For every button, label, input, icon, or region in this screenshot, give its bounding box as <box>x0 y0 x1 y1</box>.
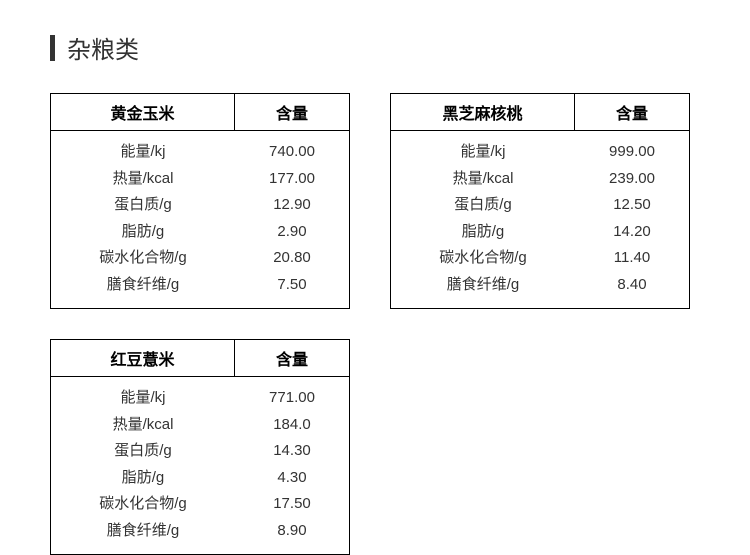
row-label: 能量/kj <box>51 139 235 166</box>
row-value: 999.00 <box>575 139 689 166</box>
row-label: 热量/kcal <box>51 166 235 193</box>
table-header-name: 黑芝麻核桃 <box>391 94 575 130</box>
row-label: 脂肪/g <box>51 465 235 492</box>
row-label: 脂肪/g <box>391 219 575 246</box>
table-row: 蛋白质/g 12.90 <box>51 192 349 219</box>
row-value: 12.90 <box>235 192 349 219</box>
table-row: 碳水化合物/g 11.40 <box>391 245 689 272</box>
table-row: 热量/kcal 177.00 <box>51 166 349 193</box>
row-label: 蛋白质/g <box>391 192 575 219</box>
table-body: 能量/kj 771.00 热量/kcal 184.0 蛋白质/g 14.30 脂… <box>51 377 349 554</box>
nutrition-table: 黑芝麻核桃 含量 能量/kj 999.00 热量/kcal 239.00 蛋白质… <box>390 93 690 309</box>
row-value: 771.00 <box>235 385 349 412</box>
row-value: 2.90 <box>235 219 349 246</box>
table-header-name: 红豆薏米 <box>51 340 235 376</box>
table-header: 黄金玉米 含量 <box>51 94 349 131</box>
row-label: 热量/kcal <box>51 412 235 439</box>
table-body: 能量/kj 999.00 热量/kcal 239.00 蛋白质/g 12.50 … <box>391 131 689 308</box>
row-label: 碳水化合物/g <box>391 245 575 272</box>
table-row: 蛋白质/g 14.30 <box>51 438 349 465</box>
row-label: 膳食纤维/g <box>51 518 235 545</box>
row-value: 177.00 <box>235 166 349 193</box>
section-title: 杂粮类 <box>50 30 700 65</box>
row-value: 184.0 <box>235 412 349 439</box>
table-row: 能量/kj 999.00 <box>391 139 689 166</box>
row-value: 8.90 <box>235 518 349 545</box>
table-row: 膳食纤维/g 7.50 <box>51 272 349 299</box>
row-label: 热量/kcal <box>391 166 575 193</box>
table-row: 膳食纤维/g 8.90 <box>51 518 349 545</box>
table-row: 脂肪/g 4.30 <box>51 465 349 492</box>
row-label: 能量/kj <box>391 139 575 166</box>
row-label: 蛋白质/g <box>51 438 235 465</box>
table-row: 碳水化合物/g 20.80 <box>51 245 349 272</box>
row-value: 740.00 <box>235 139 349 166</box>
row-value: 7.50 <box>235 272 349 299</box>
table-row: 热量/kcal 239.00 <box>391 166 689 193</box>
table-body: 能量/kj 740.00 热量/kcal 177.00 蛋白质/g 12.90 … <box>51 131 349 308</box>
row-label: 蛋白质/g <box>51 192 235 219</box>
nutrition-table: 红豆薏米 含量 能量/kj 771.00 热量/kcal 184.0 蛋白质/g… <box>50 339 350 555</box>
table-header: 黑芝麻核桃 含量 <box>391 94 689 131</box>
row-value: 11.40 <box>575 245 689 272</box>
table-row: 脂肪/g 14.20 <box>391 219 689 246</box>
title-bar-icon <box>50 35 55 61</box>
table-header-value: 含量 <box>235 94 349 130</box>
table-row: 热量/kcal 184.0 <box>51 412 349 439</box>
table-row: 碳水化合物/g 17.50 <box>51 491 349 518</box>
row-value: 12.50 <box>575 192 689 219</box>
row-label: 膳食纤维/g <box>391 272 575 299</box>
table-header-name: 黄金玉米 <box>51 94 235 130</box>
nutrition-table: 黄金玉米 含量 能量/kj 740.00 热量/kcal 177.00 蛋白质/… <box>50 93 350 309</box>
tables-container: 黄金玉米 含量 能量/kj 740.00 热量/kcal 177.00 蛋白质/… <box>50 93 700 555</box>
row-value: 17.50 <box>235 491 349 518</box>
row-value: 20.80 <box>235 245 349 272</box>
row-label: 能量/kj <box>51 385 235 412</box>
row-value: 4.30 <box>235 465 349 492</box>
section-title-text: 杂粮类 <box>67 30 139 65</box>
row-value: 14.20 <box>575 219 689 246</box>
table-row: 膳食纤维/g 8.40 <box>391 272 689 299</box>
row-value: 8.40 <box>575 272 689 299</box>
table-header-value: 含量 <box>235 340 349 376</box>
row-label: 碳水化合物/g <box>51 245 235 272</box>
row-label: 脂肪/g <box>51 219 235 246</box>
table-row: 脂肪/g 2.90 <box>51 219 349 246</box>
table-row: 能量/kj 771.00 <box>51 385 349 412</box>
table-header-value: 含量 <box>575 94 689 130</box>
row-label: 碳水化合物/g <box>51 491 235 518</box>
table-header: 红豆薏米 含量 <box>51 340 349 377</box>
row-label: 膳食纤维/g <box>51 272 235 299</box>
row-value: 239.00 <box>575 166 689 193</box>
table-row: 能量/kj 740.00 <box>51 139 349 166</box>
table-row: 蛋白质/g 12.50 <box>391 192 689 219</box>
row-value: 14.30 <box>235 438 349 465</box>
